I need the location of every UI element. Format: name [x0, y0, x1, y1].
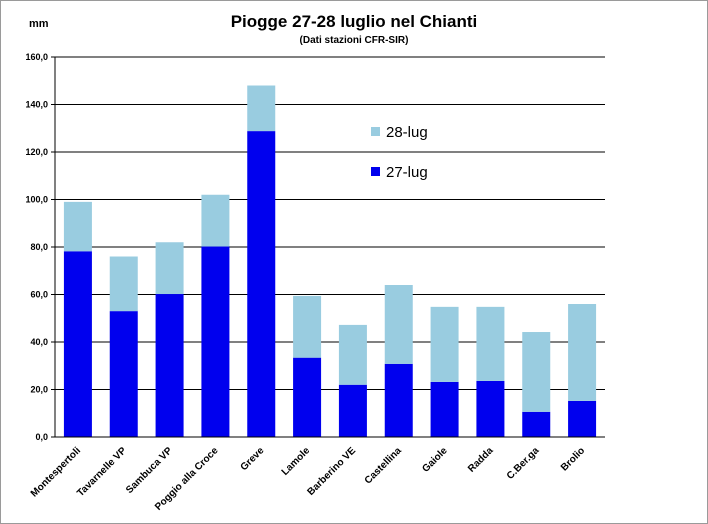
bar-28-lug: [338, 324, 367, 385]
bar-27-lug: [201, 246, 230, 437]
bar-27-lug: [63, 251, 92, 437]
x-tick-label: Radda: [466, 445, 496, 475]
y-tick-label: 80,0: [30, 242, 48, 252]
chart-title: Piogge 27-28 luglio nel Chianti: [231, 12, 478, 31]
bar-27-lug: [109, 311, 138, 437]
bar-28-lug: [430, 306, 459, 382]
bar-28-lug: [201, 194, 230, 247]
x-tick-label: C.Ber.ga: [505, 445, 542, 482]
chart-subtitle: (Dati stazioni CFR-SIR): [300, 35, 409, 46]
y-tick-label: 60,0: [30, 290, 48, 300]
x-tick-label: Sambuca VP: [124, 445, 175, 496]
bar-28-lug: [476, 306, 505, 381]
bar-28-lug: [568, 304, 597, 401]
y-tick-label: 140,0: [25, 100, 48, 110]
bar-27-lug: [430, 381, 459, 437]
bar-27-lug: [568, 400, 597, 437]
legend: 28-lug 27-lug: [371, 124, 428, 181]
y-axis-label: mm: [29, 18, 49, 30]
bar-28-lug: [109, 256, 138, 312]
legend-swatch: [371, 167, 380, 176]
bars: [63, 85, 597, 437]
bar-28-lug: [155, 242, 184, 295]
bar-28-lug: [384, 285, 413, 364]
bar-27-lug: [522, 411, 551, 437]
y-axis-ticks: 0,0 20,0 40,0 60,0 80,0 100,0 120,0 140,0 160,0: [25, 52, 55, 442]
y-tick-label: 40,0: [30, 337, 48, 347]
x-tick-label: Greve: [239, 445, 267, 473]
x-tick-label: Lamole: [280, 445, 313, 478]
bar-28-lug: [293, 295, 322, 358]
bar-27-lug: [293, 357, 322, 437]
axes: [54, 57, 605, 438]
y-tick-label: 20,0: [30, 385, 48, 395]
x-tick-label: Tavarnelle VP: [75, 445, 129, 499]
bar-27-lug: [476, 380, 505, 437]
y-tick-label: 160,0: [25, 52, 48, 62]
bar-28-lug: [63, 201, 92, 252]
bar-27-lug: [155, 294, 184, 437]
x-tick-label: Barberino VE: [305, 445, 358, 498]
x-tick-label: Gaiole: [420, 445, 450, 475]
bar-27-lug: [247, 131, 276, 437]
legend-swatch: [371, 127, 380, 136]
y-tick-label: 100,0: [25, 195, 48, 205]
x-tick-label: Castellina: [363, 445, 404, 486]
y-tick-label: 0,0: [35, 432, 48, 442]
bar-27-lug: [384, 363, 413, 437]
legend-label: 28-lug: [386, 124, 428, 141]
bar-28-lug: [247, 85, 276, 132]
bar-27-lug: [338, 384, 367, 437]
x-tick-label: Brolio: [559, 445, 587, 473]
y-tick-label: 120,0: [25, 147, 48, 157]
bar-28-lug: [522, 332, 551, 412]
legend-label: 27-lug: [386, 164, 428, 181]
